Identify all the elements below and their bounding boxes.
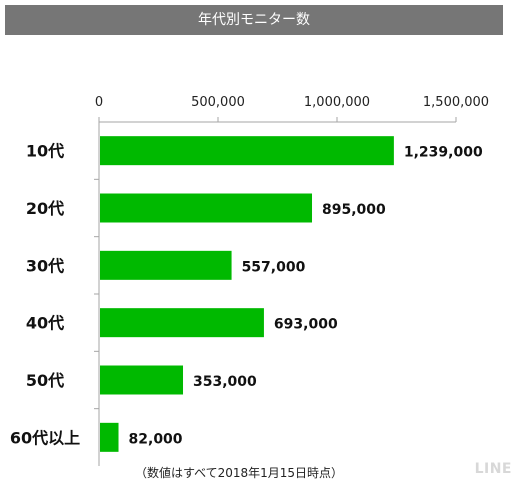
data-label: 895,000 [322,202,386,218]
data-label: 82,000 [129,431,183,447]
x-tick-label: 1,000,000 [304,95,370,110]
bar [100,250,232,280]
bar [100,193,313,223]
footnote: （数値はすべて2018年1月15日時点） [134,466,344,480]
data-label: 693,000 [274,317,338,333]
category-label: 10代 [26,142,64,161]
data-label: 353,000 [193,374,257,390]
x-tick-label: 500,000 [191,95,245,110]
category-label: 30代 [26,256,64,275]
bar [100,365,184,395]
category-label: 50代 [26,371,64,390]
category-label: 60代以上 [10,428,80,447]
chart-title: 年代別モニター数 [5,5,503,35]
brand-watermark: LINE [474,461,512,477]
bar [100,308,264,338]
category-label: 40代 [26,314,64,333]
x-tick-label: 0 [95,95,103,110]
bar [100,422,119,452]
bar [100,136,394,166]
x-tick-label: 1,500,000 [423,95,489,110]
data-label: 557,000 [242,259,306,275]
category-label: 20代 [26,199,64,218]
data-label: 1,239,000 [404,145,483,161]
